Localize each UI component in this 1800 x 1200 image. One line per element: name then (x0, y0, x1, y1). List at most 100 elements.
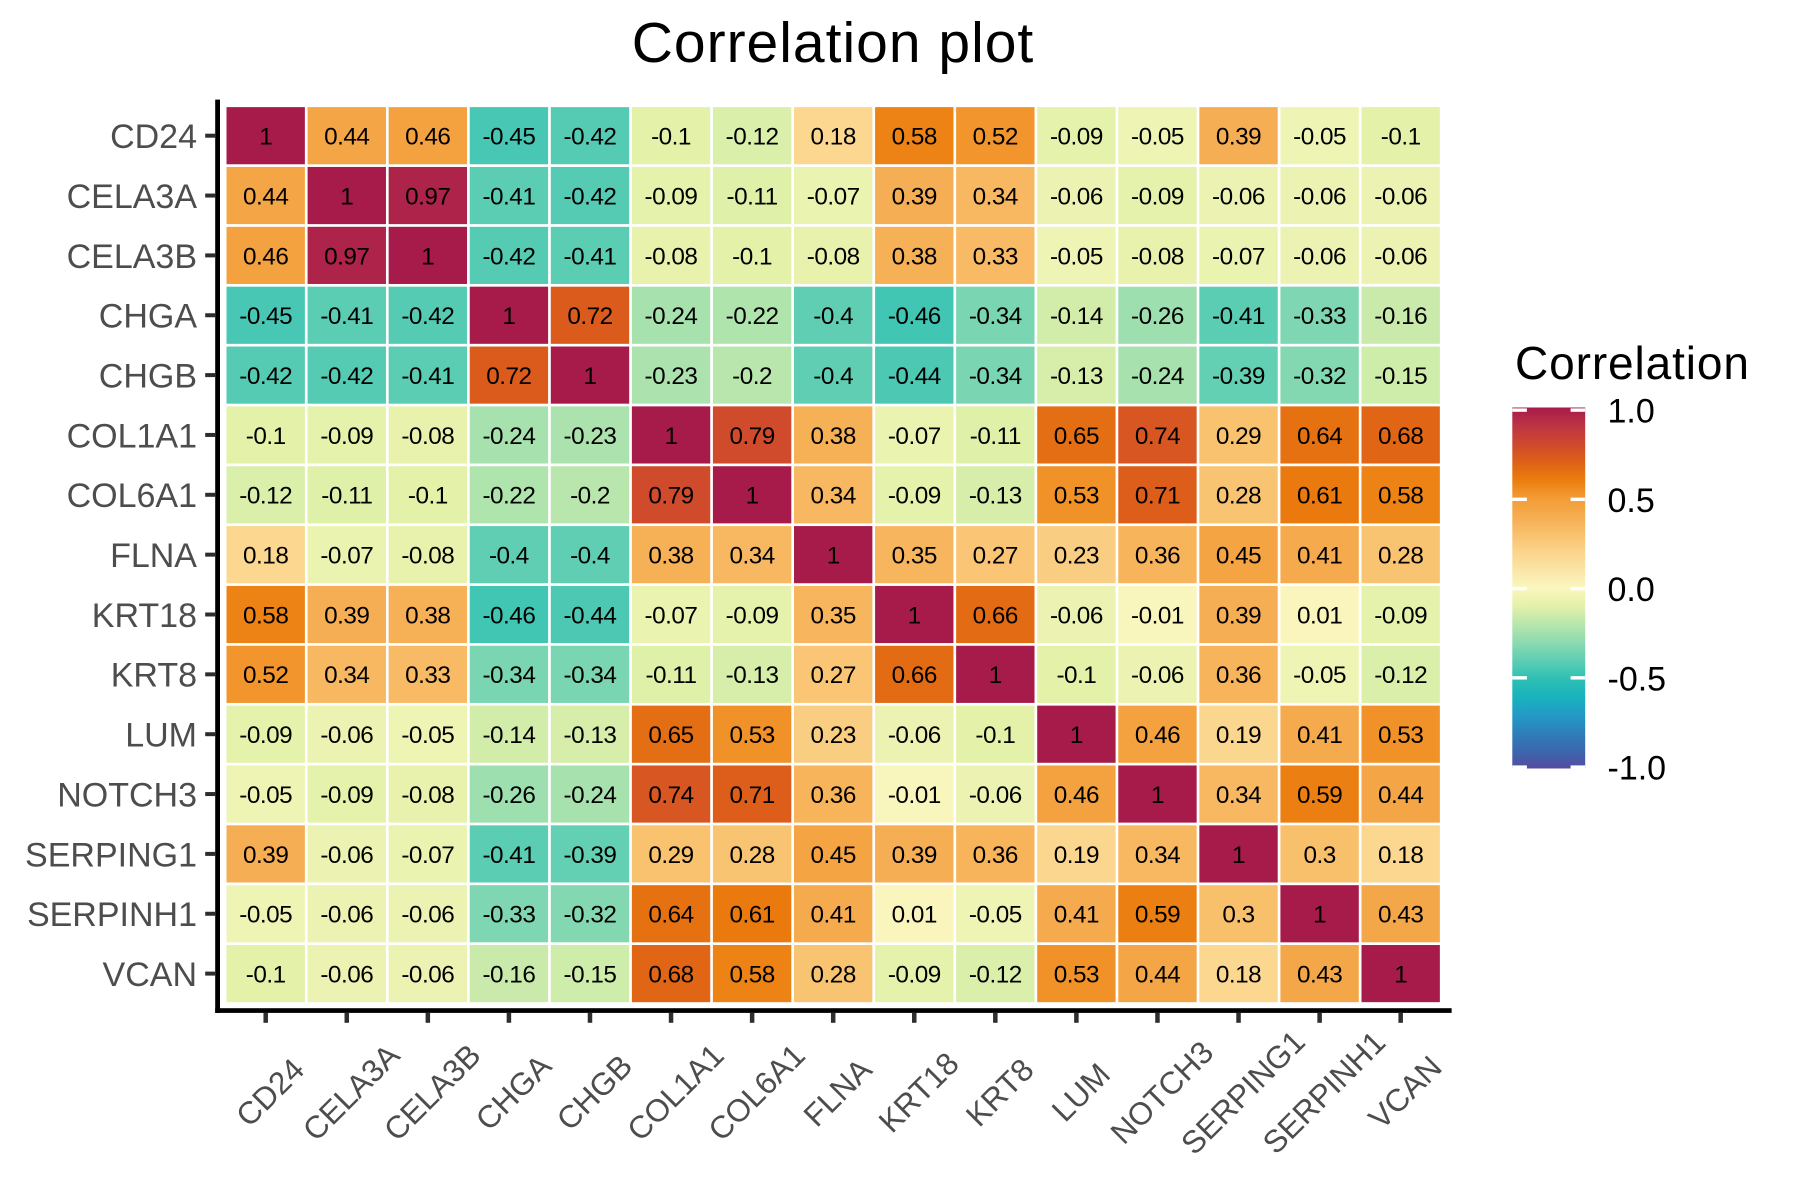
svg-text:-0.09: -0.09 (239, 722, 292, 749)
svg-text:1: 1 (259, 124, 272, 151)
svg-text:0.5: 0.5 (1608, 482, 1655, 520)
svg-text:-0.06: -0.06 (1212, 183, 1265, 210)
svg-text:0.66: 0.66 (973, 602, 1018, 629)
svg-text:-0.08: -0.08 (401, 423, 454, 450)
svg-text:Correlation plot: Correlation plot (632, 11, 1035, 75)
svg-text:-0.09: -0.09 (1131, 183, 1184, 210)
svg-text:0.68: 0.68 (1378, 423, 1423, 450)
svg-text:0.3: 0.3 (1303, 842, 1335, 869)
svg-text:0.74: 0.74 (1135, 423, 1180, 450)
svg-text:-0.1: -0.1 (246, 423, 286, 450)
svg-text:-0.42: -0.42 (482, 243, 535, 270)
svg-text:NOTCH3: NOTCH3 (57, 776, 197, 814)
svg-text:0.34: 0.34 (1216, 782, 1261, 809)
svg-text:COL1A1: COL1A1 (67, 417, 197, 455)
svg-text:0.34: 0.34 (729, 543, 774, 570)
svg-text:-0.11: -0.11 (970, 423, 1021, 450)
svg-text:-0.09: -0.09 (1050, 124, 1103, 151)
svg-text:-0.09: -0.09 (726, 602, 779, 629)
svg-text:-0.41: -0.41 (320, 303, 373, 330)
svg-text:CHGA: CHGA (99, 298, 198, 336)
svg-text:0.39: 0.39 (1216, 124, 1261, 151)
svg-text:0.29: 0.29 (1216, 423, 1261, 450)
svg-text:0.01: 0.01 (1297, 602, 1342, 629)
svg-text:-0.05: -0.05 (401, 722, 454, 749)
svg-text:1: 1 (340, 183, 353, 210)
svg-text:0.45: 0.45 (811, 842, 856, 869)
svg-text:-0.1: -0.1 (732, 243, 772, 270)
svg-text:-0.06: -0.06 (1050, 602, 1103, 629)
svg-text:-0.5: -0.5 (1608, 660, 1667, 698)
svg-text:0.65: 0.65 (1054, 423, 1099, 450)
svg-text:1: 1 (583, 363, 596, 390)
svg-text:-0.05: -0.05 (1050, 243, 1103, 270)
svg-text:-0.13: -0.13 (1050, 363, 1103, 390)
svg-text:0.01: 0.01 (892, 902, 937, 929)
svg-text:-0.06: -0.06 (1293, 243, 1346, 270)
svg-text:0.58: 0.58 (1378, 483, 1423, 510)
svg-text:-0.08: -0.08 (807, 243, 860, 270)
svg-text:-0.34: -0.34 (482, 662, 535, 689)
svg-text:-0.16: -0.16 (1374, 303, 1427, 330)
svg-text:-0.33: -0.33 (482, 902, 535, 929)
svg-text:-0.26: -0.26 (1131, 303, 1184, 330)
svg-text:0.36: 0.36 (811, 782, 856, 809)
svg-text:-0.06: -0.06 (888, 722, 941, 749)
svg-text:0.53: 0.53 (1054, 483, 1099, 510)
svg-text:-0.24: -0.24 (482, 423, 535, 450)
svg-text:-0.4: -0.4 (813, 303, 853, 330)
svg-text:1: 1 (1394, 962, 1407, 989)
svg-text:-0.32: -0.32 (1293, 363, 1346, 390)
svg-text:0.58: 0.58 (892, 124, 937, 151)
svg-text:0.38: 0.38 (811, 423, 856, 450)
svg-text:-0.45: -0.45 (482, 124, 535, 151)
svg-text:0.44: 0.44 (1135, 962, 1180, 989)
svg-text:-0.24: -0.24 (1131, 363, 1184, 390)
svg-text:0.36: 0.36 (1216, 662, 1261, 689)
svg-text:0.61: 0.61 (729, 902, 774, 929)
svg-text:0.46: 0.46 (243, 243, 288, 270)
svg-text:0.79: 0.79 (648, 483, 693, 510)
svg-text:-0.42: -0.42 (564, 183, 617, 210)
svg-text:0.58: 0.58 (243, 602, 288, 629)
svg-text:-0.1: -0.1 (975, 722, 1015, 749)
svg-text:0.46: 0.46 (1135, 722, 1180, 749)
svg-text:-0.42: -0.42 (564, 124, 617, 151)
svg-text:-0.05: -0.05 (1131, 124, 1184, 151)
svg-text:-0.23: -0.23 (564, 423, 617, 450)
svg-text:-0.45: -0.45 (239, 303, 292, 330)
svg-text:0.44: 0.44 (324, 124, 369, 151)
svg-text:0.52: 0.52 (243, 662, 288, 689)
svg-text:CHGB: CHGB (99, 358, 197, 396)
svg-text:-0.05: -0.05 (1293, 124, 1346, 151)
svg-text:-0.06: -0.06 (320, 902, 373, 929)
svg-text:0.38: 0.38 (405, 602, 450, 629)
svg-text:KRT8: KRT8 (111, 657, 197, 695)
svg-text:0.33: 0.33 (405, 662, 450, 689)
svg-text:-0.1: -0.1 (246, 962, 286, 989)
svg-text:-0.1: -0.1 (651, 124, 691, 151)
svg-text:0.18: 0.18 (1216, 962, 1261, 989)
svg-text:0.23: 0.23 (811, 722, 856, 749)
svg-text:-0.11: -0.11 (321, 483, 372, 510)
svg-text:-0.05: -0.05 (239, 782, 292, 809)
svg-text:0.39: 0.39 (1216, 602, 1261, 629)
svg-text:-0.06: -0.06 (1131, 662, 1184, 689)
svg-text:-0.06: -0.06 (1374, 183, 1427, 210)
svg-text:-0.2: -0.2 (570, 483, 610, 510)
svg-text:CELA3B: CELA3B (67, 238, 197, 276)
svg-text:-0.12: -0.12 (239, 483, 292, 510)
svg-text:0.39: 0.39 (892, 183, 937, 210)
svg-text:0.41: 0.41 (1297, 543, 1342, 570)
svg-text:-0.09: -0.09 (320, 782, 373, 809)
svg-text:1: 1 (1313, 902, 1326, 929)
svg-text:0.53: 0.53 (1054, 962, 1099, 989)
svg-text:1: 1 (827, 543, 840, 570)
svg-text:-0.09: -0.09 (888, 483, 941, 510)
svg-text:0.64: 0.64 (1297, 423, 1342, 450)
svg-text:0.34: 0.34 (1135, 842, 1180, 869)
svg-text:0.27: 0.27 (811, 662, 856, 689)
svg-text:-0.46: -0.46 (888, 303, 941, 330)
svg-text:-0.11: -0.11 (727, 183, 778, 210)
svg-text:-0.06: -0.06 (320, 842, 373, 869)
